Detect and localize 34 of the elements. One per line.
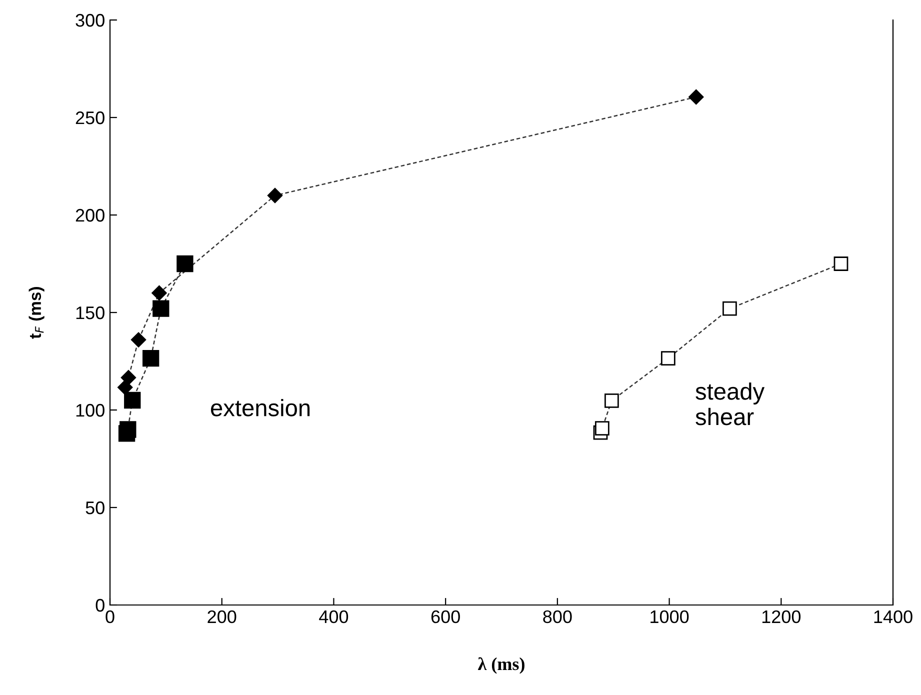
y-axis-title: t$_{F}$ (ms) (28, 287, 44, 339)
point (604, 393, 619, 408)
y-tick-label: 250 (76, 111, 104, 124)
x-tick-label: 1400 (874, 610, 912, 624)
x-tick-label: 400 (319, 610, 348, 624)
point (130, 332, 146, 348)
y-tick-label: 150 (76, 306, 104, 320)
point (152, 285, 167, 301)
point (176, 255, 194, 272)
x-tick-label: 200 (208, 610, 236, 624)
x-axis-title: λ (ms) (478, 657, 524, 674)
x-tick-label: 600 (431, 610, 460, 624)
annotation: extension (211, 398, 310, 416)
y-tick-label: 100 (76, 404, 104, 417)
y-tick-label: 200 (76, 208, 104, 222)
point (124, 392, 141, 409)
x-tick-label: 1000 (650, 610, 689, 624)
y-tick-label: 0 (96, 598, 104, 612)
point (152, 300, 170, 317)
point (267, 188, 283, 204)
series-label: steady shear (696, 382, 765, 426)
y-tick-label: 50 (86, 501, 104, 514)
x-tick-label: 0 (106, 610, 114, 624)
point (660, 351, 676, 366)
point (834, 256, 848, 271)
point (594, 421, 610, 436)
x-tick-label: 1200 (762, 610, 801, 624)
point (722, 301, 737, 316)
point (120, 370, 136, 386)
point (142, 350, 160, 367)
x-tick-label: 800 (543, 610, 572, 624)
y-tick-label: 300 (76, 14, 104, 27)
point (120, 421, 136, 438)
point (688, 89, 704, 105)
